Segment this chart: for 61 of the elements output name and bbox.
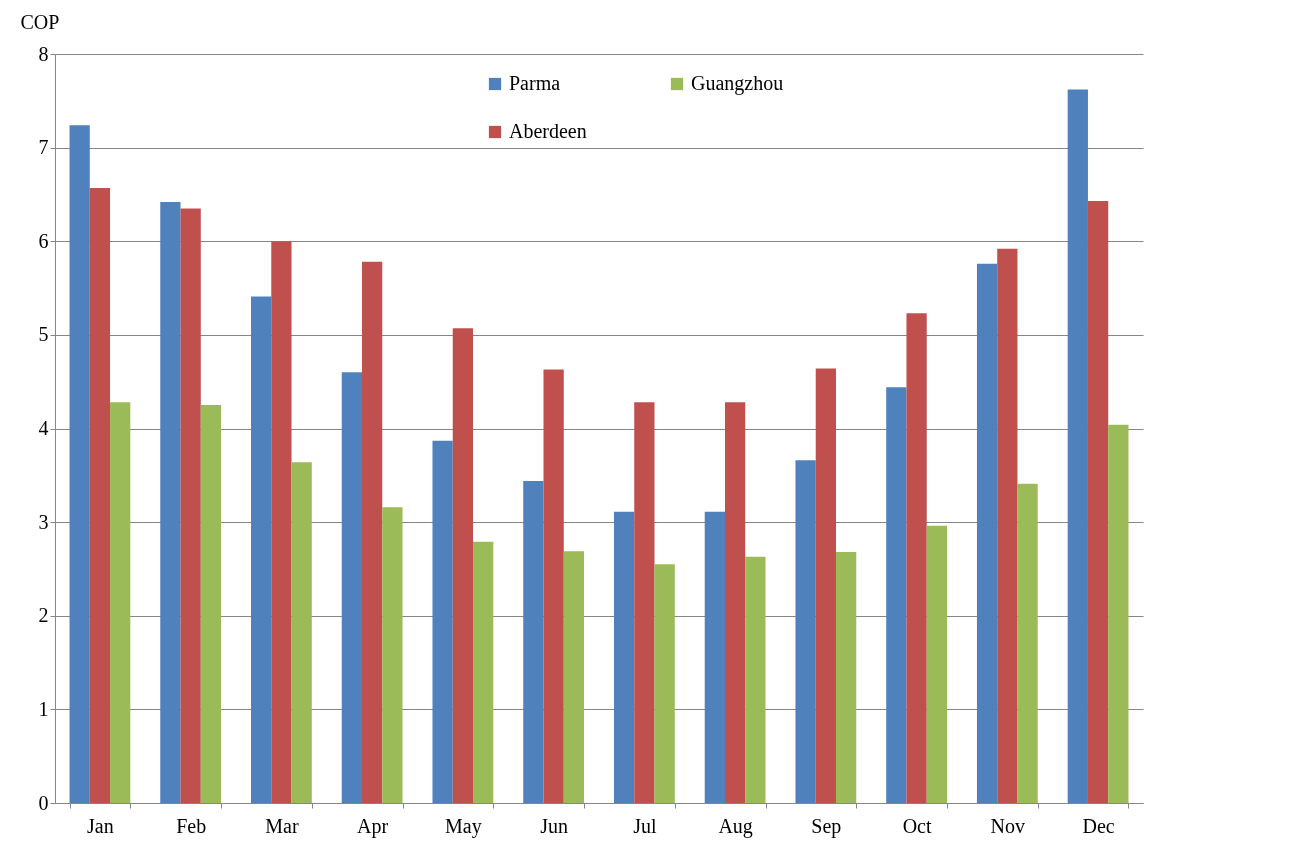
bar	[180, 208, 201, 803]
bar	[200, 405, 222, 803]
bar	[543, 369, 564, 803]
bar	[976, 263, 998, 803]
legend-label: Aberdeen	[509, 120, 587, 142]
bar	[563, 551, 585, 803]
bar	[613, 511, 635, 803]
x-tick-label: Nov	[990, 814, 1026, 837]
bar	[997, 248, 1018, 803]
bar	[634, 402, 655, 803]
y-tick-label: 6	[38, 229, 49, 252]
bar	[251, 296, 272, 803]
x-tick-label: Mar	[265, 814, 299, 837]
bar	[69, 125, 90, 803]
bar	[362, 261, 383, 803]
x-tick-label: Oct	[902, 814, 932, 837]
y-tick-label: 3	[38, 510, 49, 533]
x-tick-label: May	[445, 814, 482, 838]
bar	[291, 462, 312, 803]
y-tick-label: 0	[38, 791, 49, 814]
legend-label: Parma	[509, 72, 561, 94]
x-tick-label: Jul	[633, 814, 657, 837]
bar	[473, 541, 494, 803]
bar	[1067, 89, 1088, 803]
y-tick-label: 4	[38, 417, 49, 439]
x-tick-label: Apr	[357, 814, 389, 838]
legend-label: Guangzhou	[691, 72, 784, 95]
bar	[1017, 483, 1038, 803]
bar	[452, 328, 474, 803]
x-tick-label: Dec	[1082, 814, 1115, 837]
bar	[906, 313, 927, 803]
y-axis-title: COP	[20, 10, 60, 33]
x-tick-label: Feb	[176, 814, 207, 837]
y-tick-label: 8	[38, 42, 49, 65]
x-tick-label: Jun	[540, 814, 569, 837]
bar	[724, 402, 746, 803]
y-tick-label: 1	[38, 697, 49, 720]
bar	[110, 402, 131, 803]
bar	[271, 241, 292, 803]
y-tick-label: 2	[38, 604, 49, 627]
bar	[654, 564, 675, 803]
bar	[1108, 424, 1129, 803]
bar	[926, 525, 947, 803]
bar	[432, 440, 453, 803]
x-tick-label: Sep	[811, 814, 842, 838]
x-tick-label: Aug	[718, 814, 753, 838]
bar	[745, 556, 766, 803]
bar	[523, 480, 544, 803]
x-tick-label: Jan	[87, 814, 114, 837]
bar	[160, 201, 181, 803]
y-tick-label: 5	[38, 323, 49, 346]
bar	[89, 187, 111, 803]
y-tick-label: 7	[38, 136, 49, 159]
bar	[704, 511, 725, 803]
bar	[815, 368, 836, 803]
bar	[835, 552, 857, 803]
bar	[795, 460, 816, 803]
bar	[1087, 200, 1109, 803]
bar	[886, 387, 907, 803]
bar	[382, 507, 403, 803]
bar	[341, 372, 363, 803]
